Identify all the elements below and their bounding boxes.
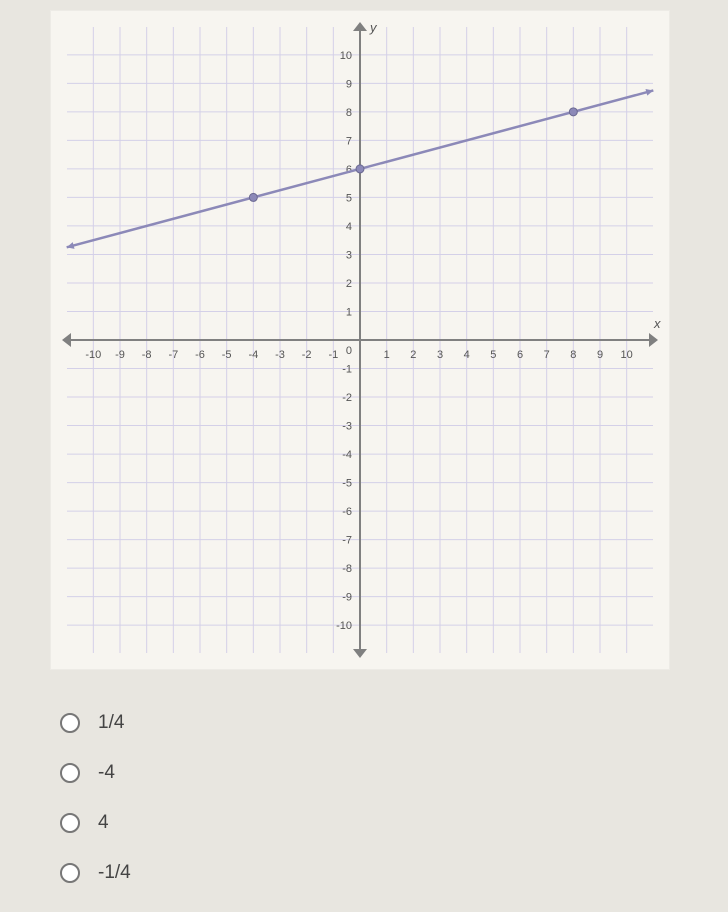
svg-text:-1: -1 bbox=[328, 349, 338, 361]
answer-options: 1/4 -4 4 -1/4 bbox=[60, 712, 131, 912]
radio-icon bbox=[60, 863, 80, 883]
svg-text:-9: -9 bbox=[342, 592, 352, 604]
svg-text:1: 1 bbox=[346, 306, 352, 318]
svg-text:-6: -6 bbox=[342, 506, 352, 518]
svg-text:-5: -5 bbox=[342, 478, 352, 490]
svg-text:0: 0 bbox=[346, 345, 352, 357]
svg-text:9: 9 bbox=[346, 78, 352, 90]
svg-text:3: 3 bbox=[437, 349, 443, 361]
svg-text:-2: -2 bbox=[342, 392, 352, 404]
svg-text:-3: -3 bbox=[275, 349, 285, 361]
svg-text:6: 6 bbox=[517, 349, 523, 361]
svg-text:-6: -6 bbox=[195, 349, 205, 361]
option-d-label: -1/4 bbox=[98, 862, 131, 884]
svg-text:-9: -9 bbox=[115, 349, 125, 361]
svg-text:-4: -4 bbox=[342, 449, 352, 461]
svg-text:-5: -5 bbox=[222, 349, 232, 361]
coordinate-grid-chart: -10-9-8-7-6-5-4-3-2-11234567891012345678… bbox=[50, 10, 670, 670]
chart-svg: -10-9-8-7-6-5-4-3-2-11234567891012345678… bbox=[50, 10, 670, 670]
svg-text:-3: -3 bbox=[342, 421, 352, 433]
option-d[interactable]: -1/4 bbox=[60, 862, 131, 884]
svg-text:-10: -10 bbox=[85, 349, 101, 361]
option-a[interactable]: 1/4 bbox=[60, 712, 131, 734]
option-b-label: -4 bbox=[98, 762, 115, 784]
svg-text:4: 4 bbox=[346, 221, 352, 233]
radio-icon bbox=[60, 813, 80, 833]
svg-text:-2: -2 bbox=[302, 349, 312, 361]
svg-text:5: 5 bbox=[346, 192, 352, 204]
svg-text:-8: -8 bbox=[342, 563, 352, 575]
option-c-label: 4 bbox=[98, 812, 109, 834]
svg-text:-4: -4 bbox=[248, 349, 258, 361]
svg-text:-10: -10 bbox=[336, 620, 352, 632]
svg-text:8: 8 bbox=[346, 107, 352, 119]
radio-icon bbox=[60, 763, 80, 783]
svg-text:x: x bbox=[653, 316, 661, 331]
svg-text:2: 2 bbox=[410, 349, 416, 361]
svg-text:2: 2 bbox=[346, 278, 352, 290]
svg-text:4: 4 bbox=[464, 349, 470, 361]
svg-text:-1: -1 bbox=[342, 364, 352, 376]
svg-text:9: 9 bbox=[597, 349, 603, 361]
svg-text:-7: -7 bbox=[168, 349, 178, 361]
svg-text:7: 7 bbox=[544, 349, 550, 361]
svg-text:y: y bbox=[369, 20, 378, 35]
option-b[interactable]: -4 bbox=[60, 762, 131, 784]
svg-text:10: 10 bbox=[621, 349, 633, 361]
svg-text:-7: -7 bbox=[342, 535, 352, 547]
option-c[interactable]: 4 bbox=[60, 812, 131, 834]
svg-text:3: 3 bbox=[346, 249, 352, 261]
radio-icon bbox=[60, 713, 80, 733]
svg-text:-8: -8 bbox=[142, 349, 152, 361]
svg-text:6: 6 bbox=[346, 164, 352, 176]
svg-text:7: 7 bbox=[346, 135, 352, 147]
svg-text:5: 5 bbox=[490, 349, 496, 361]
option-a-label: 1/4 bbox=[98, 712, 124, 734]
svg-text:1: 1 bbox=[384, 349, 390, 361]
svg-text:10: 10 bbox=[340, 50, 352, 62]
svg-text:8: 8 bbox=[570, 349, 576, 361]
